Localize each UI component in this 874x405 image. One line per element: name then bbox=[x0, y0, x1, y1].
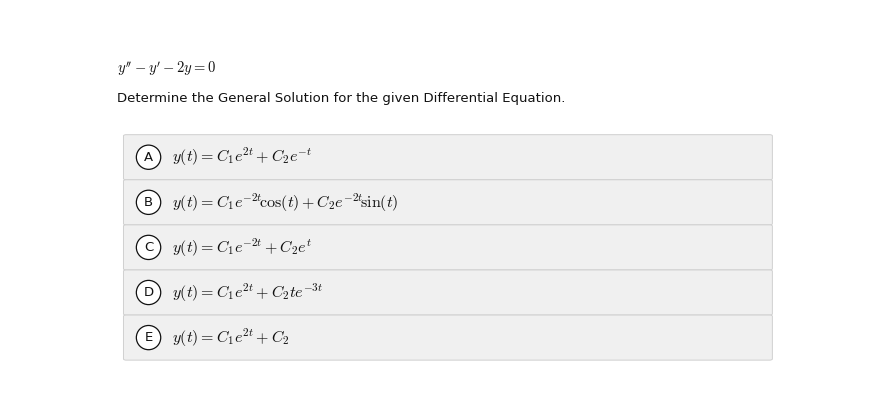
Text: $y'' - y' - 2y = 0$: $y'' - y' - 2y = 0$ bbox=[117, 60, 217, 79]
Text: $y(t) = C_1 e^{-2t} + C_2 e^{t}$: $y(t) = C_1 e^{-2t} + C_2 e^{t}$ bbox=[172, 236, 312, 259]
Text: B: B bbox=[144, 196, 153, 209]
Text: A: A bbox=[144, 151, 153, 164]
Text: C: C bbox=[144, 241, 153, 254]
Ellipse shape bbox=[136, 326, 161, 350]
Text: D: D bbox=[143, 286, 154, 299]
Text: $y(t) = C_1 e^{2t} + C_2 t e^{-3t}$: $y(t) = C_1 e^{2t} + C_2 t e^{-3t}$ bbox=[172, 281, 323, 304]
Ellipse shape bbox=[136, 280, 161, 305]
Ellipse shape bbox=[136, 235, 161, 260]
FancyBboxPatch shape bbox=[123, 225, 773, 270]
FancyBboxPatch shape bbox=[123, 270, 773, 315]
Text: E: E bbox=[144, 331, 153, 344]
FancyBboxPatch shape bbox=[123, 315, 773, 360]
Text: Determine the General Solution for the given Differential Equation.: Determine the General Solution for the g… bbox=[117, 92, 565, 105]
Ellipse shape bbox=[136, 190, 161, 214]
FancyBboxPatch shape bbox=[123, 180, 773, 225]
Text: $y(t) = C_1 e^{2t} + C_2$: $y(t) = C_1 e^{2t} + C_2$ bbox=[172, 326, 290, 349]
Text: $y(t) = C_1 e^{-2t}\!\cos(t) + C_2 e^{-2t}\!\sin(t)$: $y(t) = C_1 e^{-2t}\!\cos(t) + C_2 e^{-2… bbox=[172, 191, 399, 213]
Text: $y(t) = C_1 e^{2t} + C_2 e^{-t}$: $y(t) = C_1 e^{2t} + C_2 e^{-t}$ bbox=[172, 146, 312, 168]
Ellipse shape bbox=[136, 145, 161, 169]
FancyBboxPatch shape bbox=[123, 135, 773, 180]
